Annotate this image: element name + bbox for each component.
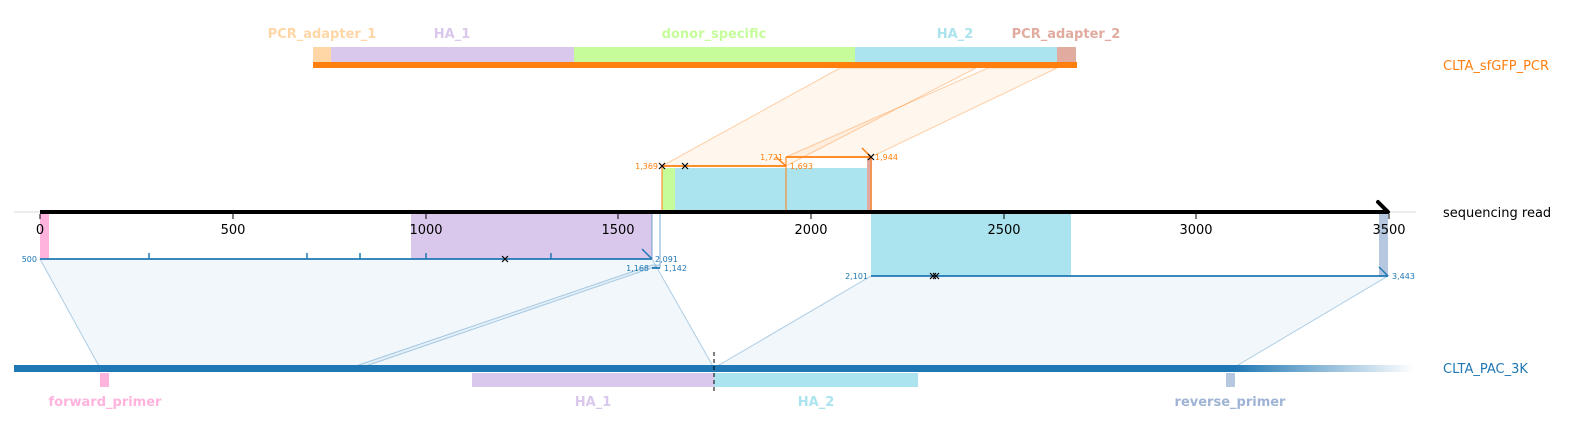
ref-feature-label-ha1: HA_1 [575, 395, 612, 410]
ref-fan-a [39, 258, 715, 369]
read-tick-label-500: 500 [221, 223, 246, 238]
ref-feature-label-forward-primer: forward_primer [49, 395, 163, 410]
ref-fan-c [712, 275, 1390, 369]
pcr-align-b-start-label: 1,721 [760, 153, 783, 162]
ref-align-a-hook [641, 248, 653, 260]
read-axis-ticks [39, 214, 1390, 219]
pcr-feature-label-ha1: HA_1 [434, 27, 471, 42]
ref-feature-reverse-primer-band [1226, 373, 1235, 387]
ref-alignment-labels: 500 2,091 1,168 1,142 2,101 3,443 [22, 255, 1415, 281]
ref-alignments [40, 214, 1389, 277]
read-axis-tick-labels: 0 500 1000 1500 2000 2500 3000 3500 [36, 223, 1406, 238]
pcr-feature-label-adapter1: PCR_adapter_1 [268, 27, 377, 42]
ref-features: forward_primer HA_1 HA_2 reverse_primer [49, 373, 1287, 410]
pcr-track-label: CLTA_sfGFP_PCR [1443, 59, 1549, 74]
pcr-feature-label-donor: donor_specific [662, 27, 767, 42]
read-shade-ha2-lower [871, 214, 1071, 276]
pcr-mismatch-mark-1 [658, 162, 666, 170]
ref-alignment-marks [501, 255, 940, 280]
read-axis-bar [40, 210, 1388, 214]
ref-align-a-start-label: 500 [22, 255, 37, 264]
read-tick-label-1000: 1000 [409, 223, 442, 238]
ref-align-b-start-label: 1,168 [626, 264, 649, 273]
pcr-features: PCR_adapter_1 HA_1 donor_specific HA_2 P… [268, 27, 1121, 63]
ref-track: CLTA_PAC_3K [14, 352, 1528, 393]
pcr-track: CLTA_sfGFP_PCR [313, 59, 1549, 74]
ref-feature-label-reverse-primer: reverse_primer [1175, 395, 1287, 410]
read-tick-label-1500: 1500 [601, 223, 634, 238]
ref-track-label: CLTA_PAC_3K [1443, 362, 1528, 377]
read-tick-label-3000: 3000 [1179, 223, 1212, 238]
pcr-alignments [661, 147, 872, 212]
ref-feature-ha2-band [714, 373, 918, 387]
read-tick-label-2500: 2500 [987, 223, 1020, 238]
ref-feature-forward-primer-band [100, 373, 109, 387]
pcr-feature-donor-band [574, 47, 855, 63]
read-shade-reverse-primer [1379, 214, 1388, 276]
ref-mismatch-mark-2 [929, 272, 937, 280]
pcr-align-a-start-label: 1,369 [635, 162, 658, 171]
ref-align-c-end-label: 3,443 [1392, 272, 1415, 281]
pcr-mismatch-mark-3 [867, 153, 875, 161]
pcr-align-a-end-label: 1,693 [790, 162, 813, 171]
pcr-alignment-labels: 1,369 1,693 1,721 1,944 [635, 153, 898, 171]
pcr-alignment-marks [658, 153, 875, 170]
pcr-feature-label-ha2: HA_2 [937, 27, 974, 42]
read-shade-ha1 [411, 214, 652, 259]
ref-track-fade [1234, 365, 1414, 372]
ref-align-b-end-label: 1,142 [664, 264, 687, 273]
ref-align-c-hook [1378, 266, 1389, 277]
read-end-arrow [1376, 200, 1390, 214]
pcr-feature-label-adapter2: PCR_adapter_2 [1012, 27, 1121, 42]
read-track-label: sequencing read [1443, 206, 1551, 221]
read-shade-donor-specific [662, 168, 675, 212]
ref-align-a-end-label: 2,091 [655, 255, 678, 264]
ref-alignment-fans [39, 258, 1390, 369]
read-tick-label-2000: 2000 [794, 223, 827, 238]
ref-feature-ha1-band [472, 373, 714, 387]
pcr-align-a-hook [775, 156, 787, 167]
pcr-feature-ha1-band [331, 47, 574, 63]
ref-mismatch-mark-3 [932, 272, 940, 280]
ref-align-c-start-label: 2,101 [845, 272, 868, 281]
ref-track-bar [14, 365, 1234, 372]
read-axis: 0 500 1000 1500 2000 2500 3000 3500 sequ… [14, 200, 1551, 238]
ref-feature-label-ha2: HA_2 [798, 395, 835, 410]
read-shade-adapter2 [867, 158, 872, 212]
read-tick-label-3500: 3500 [1372, 223, 1405, 238]
read-shade-forward-primer [40, 214, 49, 259]
pcr-alignment-fans [661, 67, 1058, 167]
pcr-feature-ha2-band [855, 47, 1057, 63]
pcr-feature-adapter2-band [1057, 47, 1076, 63]
read-feature-shading [40, 158, 1388, 276]
ref-mismatch-mark-1 [501, 255, 509, 263]
pcr-feature-adapter1-band [313, 47, 331, 63]
pcr-track-bar [313, 62, 1077, 68]
pcr-mismatch-mark-2 [681, 162, 689, 170]
read-tick-label-0: 0 [36, 223, 44, 238]
pcr-align-b-end-label: 1,944 [875, 153, 898, 162]
read-shade-ha2-upper [675, 168, 867, 212]
